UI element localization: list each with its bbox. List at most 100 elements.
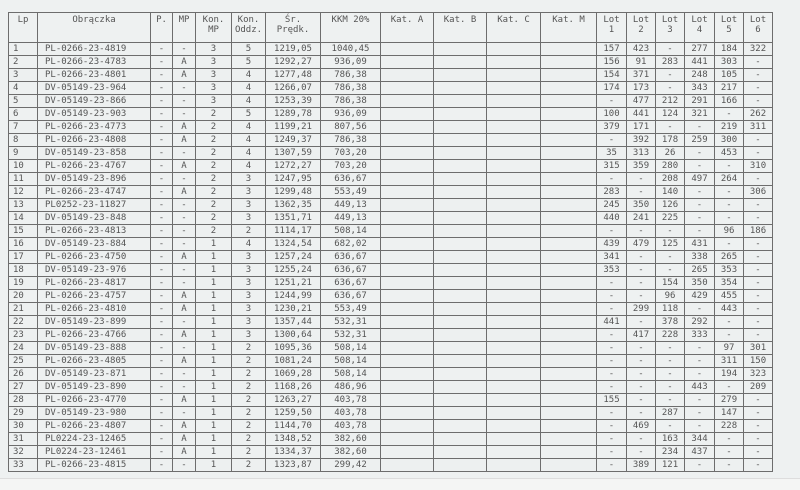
table-cell: 228 [655,328,685,342]
table-cell: - [714,445,744,459]
table-row: 8 PL-0266-23-4808- A 2 4 1249,37 786,38-392 178… [8,133,773,147]
table-cell: 154 [596,68,627,82]
table-cell: - [626,432,656,446]
table-cell [486,107,541,121]
table-cell: 2 [231,432,266,446]
table-cell [380,432,434,446]
table-row: 1 PL-0266-23-4819- -3 5 1219,05 1040,45 157 423… [8,42,773,56]
table-cell: 11 [8,172,38,186]
table-cell [486,432,541,446]
table-cell: A [172,302,196,316]
table-cell: - [150,237,173,251]
table-cell [540,146,597,160]
table-row: 17 PL-0266-23-4750- A 1 3 1257,24 636,67 341- -3… [8,250,773,264]
table-row: 32 PL0224-23-12461- A 1 2 1334,37 382,60- -234 4… [8,445,773,459]
table-cell [380,367,434,381]
table-cell: - [743,445,773,459]
table-cell: 311 [714,354,744,368]
table-cell [540,120,597,134]
table-cell: 1 [195,445,232,459]
table-cell: 217 [714,81,744,95]
table-cell [486,445,541,459]
table-cell [540,419,597,433]
table-cell: - [596,432,627,446]
table-row: 9 DV-05149-23-858- -2 4 1307,59 703,20 35 313 26… [8,146,773,160]
table-cell: PL0224-23-12465 [37,432,151,446]
table-row: 16 DV-05149-23-884- -1 4 1324,54 682,02 439 479… [8,237,773,251]
table-cell: - [714,237,744,251]
table-cell: A [172,133,196,147]
table-cell: 5 [231,42,266,56]
table-cell: - [655,367,685,381]
table-cell [433,380,487,394]
table-row: 30 PL-0266-23-4807- A 1 2 1144,70 403,78-469- -… [8,419,773,433]
table-cell: 1 [195,458,232,472]
table-cell: 354 [714,276,744,290]
table-cell: 228 [714,419,744,433]
table-cell [380,146,434,160]
table-cell: PL-0266-23-4810 [37,302,151,316]
table-cell: - [655,393,685,407]
table-cell: 417 [626,328,656,342]
table-cell: - [150,445,173,459]
table-cell: PL-0266-23-4808 [37,133,151,147]
table-cell: 208 [655,172,685,186]
table-cell: - [684,185,715,199]
table-cell: 2 [231,341,266,355]
table-cell: - [684,159,715,173]
table-cell: PL-0266-23-4766 [37,328,151,342]
table-cell: - [596,328,627,342]
table-cell: 2 [195,146,232,160]
table-cell: 786,38 [320,133,381,147]
table-cell: - [684,120,715,134]
table-row: 7 PL-0266-23-4773- A 2 4 1199,21 807,56 379 171-… [8,120,773,134]
table-cell: 3 [231,211,266,225]
table-cell: 1247,95 [265,172,321,186]
table-cell: - [743,94,773,108]
table-cell [433,458,487,472]
table-cell: 1257,24 [265,250,321,264]
table-cell: - [743,419,773,433]
table-cell: PL-0266-23-4747 [37,185,151,199]
table-cell: 306 [743,185,773,199]
table-cell: 497 [684,172,715,186]
table-cell [486,328,541,342]
table-cell: 1081,24 [265,354,321,368]
table-row: 11 DV-05149-23-896- -2 3 1247,95 636,67- -208 4… [8,172,773,186]
table-cell: - [626,276,656,290]
table-cell [540,380,597,394]
table-cell: 2 [231,393,266,407]
table-cell: - [172,198,196,212]
table-cell: 303 [714,55,744,69]
table-cell: - [596,406,627,420]
table-row: 2 PL-0266-23-4783- A 3 5 1292,27 936,09 156 91 28… [8,55,773,69]
table-cell: 1 [195,406,232,420]
table-cell: DV-05149-23-848 [37,211,151,225]
table-row: 3 PL-0266-23-4801- A 3 4 1277,48 786,38 154 371-… [8,68,773,82]
table-cell: - [743,172,773,186]
table-cell: 13 [8,198,38,212]
table-cell: - [743,393,773,407]
table-cell: 682,02 [320,237,381,251]
table-cell: 26 [655,146,685,160]
table-cell: - [150,315,173,329]
table-cell: 443 [714,302,744,316]
table-cell [380,393,434,407]
table-cell: 636,67 [320,263,381,277]
table-cell: 403,78 [320,419,381,433]
table-cell: 28 [8,393,38,407]
table-cell: - [596,367,627,381]
table-cell: 439 [596,237,627,251]
table-cell: 20 [8,289,38,303]
table-cell [486,224,541,238]
table-cell: 3 [8,68,38,82]
table-cell: 33 [8,458,38,472]
table-cell: 157 [596,42,627,56]
table-cell [433,107,487,121]
table-cell [380,276,434,290]
table-cell: - [172,458,196,472]
table-cell: 449,13 [320,198,381,212]
table-row: 23 PL-0266-23-4766- A 1 3 1300,64 532,31-417 22… [8,328,773,342]
table-row: 13 PL0252-23-11827- -2 3 1362,35 449,13 245 350… [8,198,773,212]
table-cell: 3 [231,289,266,303]
